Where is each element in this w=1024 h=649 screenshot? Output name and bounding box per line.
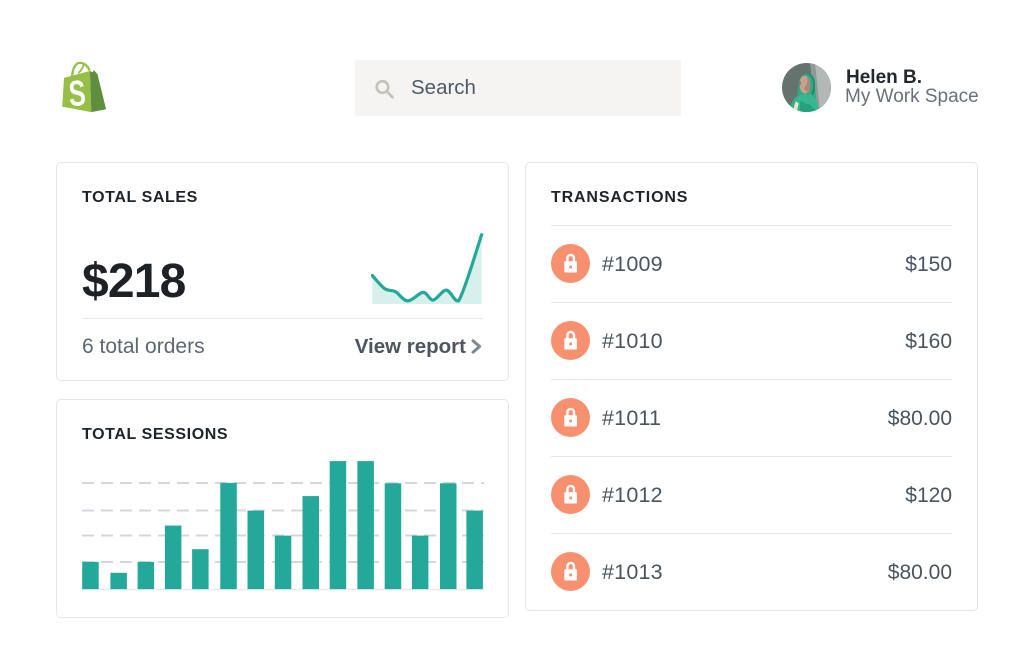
svg-text:S: S bbox=[67, 73, 87, 113]
